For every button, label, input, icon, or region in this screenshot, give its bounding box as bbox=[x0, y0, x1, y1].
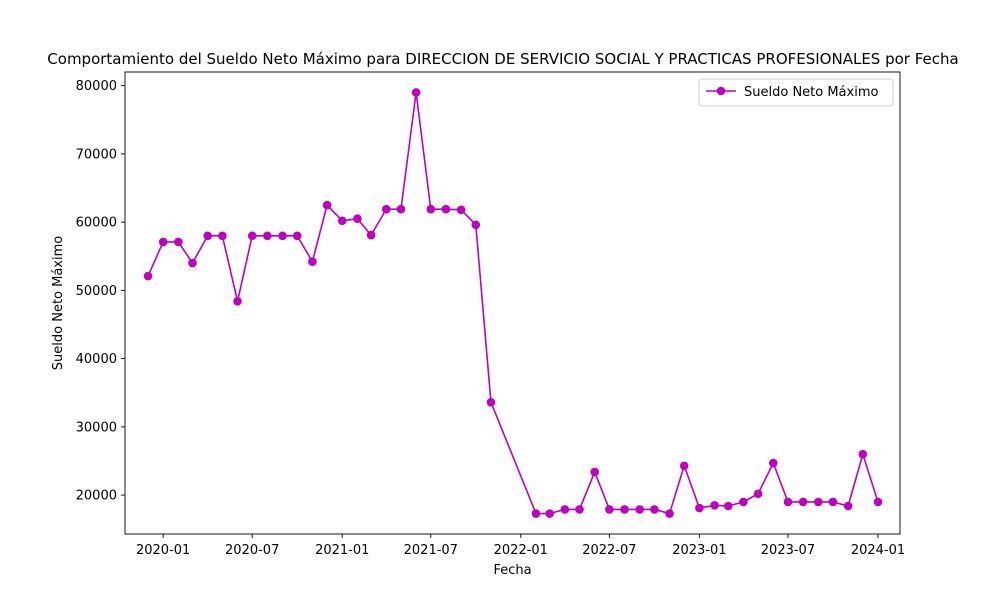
data-point bbox=[353, 214, 362, 224]
data-point bbox=[247, 231, 257, 241]
data-point bbox=[560, 505, 570, 514]
x-tick-label: 2023-07 bbox=[761, 543, 815, 558]
y-tick-label: 70000 bbox=[76, 147, 117, 162]
data-point bbox=[695, 503, 704, 513]
data-point bbox=[679, 461, 689, 471]
x-tick-label: 2023-01 bbox=[672, 543, 726, 558]
data-point bbox=[635, 505, 645, 514]
x-tick-label: 2020-07 bbox=[225, 543, 279, 558]
data-point bbox=[218, 231, 227, 241]
data-point bbox=[739, 497, 748, 507]
legend-label: Sueldo Neto Máximo bbox=[744, 85, 878, 100]
data-point bbox=[143, 271, 153, 281]
data-point bbox=[710, 501, 719, 510]
y-axis: 20000 30000 40000 50000 60000 70000 80000 bbox=[76, 79, 125, 504]
chart-title: Comportamiento del Sueldo Neto Máximo pa… bbox=[47, 50, 958, 68]
data-point bbox=[233, 296, 242, 306]
data-point bbox=[337, 216, 347, 226]
x-tick-label: 2020-01 bbox=[136, 543, 190, 558]
series-line bbox=[147, 91, 879, 515]
data-point bbox=[188, 258, 197, 268]
x-tick-label: 2022-01 bbox=[494, 543, 548, 558]
y-tick-label: 20000 bbox=[76, 489, 117, 504]
data-point bbox=[471, 220, 481, 230]
x-axis: 2020-01 2020-07 2021-01 2021-07 2022-01 2022-… bbox=[136, 534, 905, 558]
data-point bbox=[396, 204, 406, 214]
data-point bbox=[381, 204, 391, 214]
y-tick-label: 60000 bbox=[76, 216, 117, 231]
data-point bbox=[426, 204, 436, 214]
data-point bbox=[456, 205, 466, 215]
data-point bbox=[174, 237, 183, 247]
data-point bbox=[203, 231, 212, 241]
legend-marker-swatch bbox=[716, 86, 726, 96]
data-point bbox=[308, 257, 317, 267]
x-tick-label: 2021-01 bbox=[315, 543, 369, 558]
y-tick-label: 30000 bbox=[76, 420, 117, 435]
data-point bbox=[292, 231, 302, 241]
data-point bbox=[411, 88, 421, 97]
data-point bbox=[278, 231, 287, 241]
data-point bbox=[843, 501, 853, 511]
data-point bbox=[620, 505, 629, 514]
y-tick-label: 40000 bbox=[76, 352, 117, 367]
data-point bbox=[858, 449, 868, 459]
data-point bbox=[813, 497, 823, 507]
data-point bbox=[590, 467, 599, 477]
data-point bbox=[545, 509, 554, 518]
legend: Sueldo Neto Máximo bbox=[698, 78, 894, 107]
data-point bbox=[723, 501, 733, 511]
data-point bbox=[605, 505, 614, 514]
data-point bbox=[828, 497, 838, 507]
data-point bbox=[366, 230, 376, 240]
data-point bbox=[441, 204, 451, 214]
data-point bbox=[650, 505, 659, 514]
data-point bbox=[263, 231, 272, 241]
x-tick-label: 2024-01 bbox=[851, 543, 905, 558]
plot-area bbox=[124, 71, 901, 535]
data-point bbox=[768, 458, 778, 468]
data-point bbox=[753, 489, 763, 499]
x-axis-title: Fecha bbox=[493, 563, 531, 578]
data-point bbox=[783, 497, 793, 507]
data-point bbox=[873, 497, 883, 507]
data-point bbox=[158, 237, 168, 247]
data-point bbox=[665, 509, 674, 518]
y-tick-label: 80000 bbox=[76, 79, 117, 94]
x-tick-label: 2021-07 bbox=[404, 543, 458, 558]
data-point bbox=[531, 509, 541, 518]
data-point bbox=[575, 505, 584, 514]
data-point bbox=[486, 397, 496, 407]
plot-frame bbox=[124, 71, 901, 535]
data-point bbox=[798, 497, 808, 507]
legend-frame bbox=[698, 78, 894, 107]
data-point bbox=[322, 200, 332, 210]
x-tick-label: 2022-07 bbox=[582, 543, 636, 558]
y-tick-label: 50000 bbox=[76, 284, 117, 299]
y-axis-title: Sueldo Neto Máximo bbox=[51, 236, 66, 370]
